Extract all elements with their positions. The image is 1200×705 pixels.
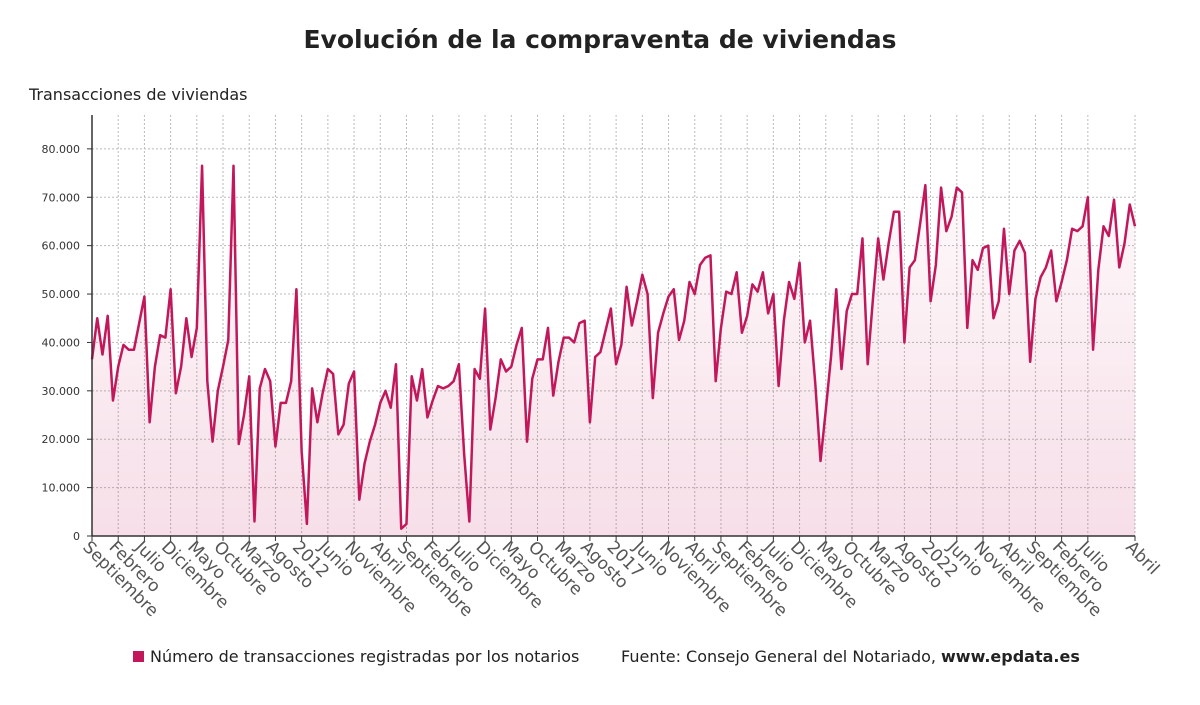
- legend-swatch: [133, 651, 144, 662]
- legend: Número de transacciones registradas por …: [133, 647, 1080, 666]
- y-tick-label: 40.000: [42, 336, 81, 349]
- y-tick-label: 60.000: [42, 240, 81, 253]
- source: Fuente: Consejo General del Notariado, ww…: [621, 647, 1080, 666]
- legend-label: Número de transacciones registradas por …: [150, 647, 579, 666]
- chart-title: Evolución de la compraventa de viviendas: [303, 25, 896, 54]
- y-tick-label: 50.000: [42, 288, 81, 301]
- y-tick-label: 0: [73, 530, 80, 543]
- plot-area: 0 10.000 20.000 30.000 40.000 50.000 60.000 70.…: [42, 115, 1163, 621]
- y-tick-label: 20.000: [42, 433, 81, 446]
- y-tick-label: 30.000: [42, 385, 81, 398]
- x-tick-label: Abril: [1121, 537, 1163, 579]
- y-axis-label: Transacciones de viviendas: [28, 85, 248, 104]
- source-text: Fuente: Consejo General del Notariado,: [621, 647, 936, 666]
- y-tick-label: 70.000: [42, 191, 81, 204]
- area: [92, 165, 1135, 536]
- source-site: www.epdata.es: [941, 647, 1080, 666]
- y-tick-label: 10.000: [42, 482, 81, 495]
- y-tick-label: 80.000: [42, 143, 81, 156]
- line: [90, 164, 1137, 530]
